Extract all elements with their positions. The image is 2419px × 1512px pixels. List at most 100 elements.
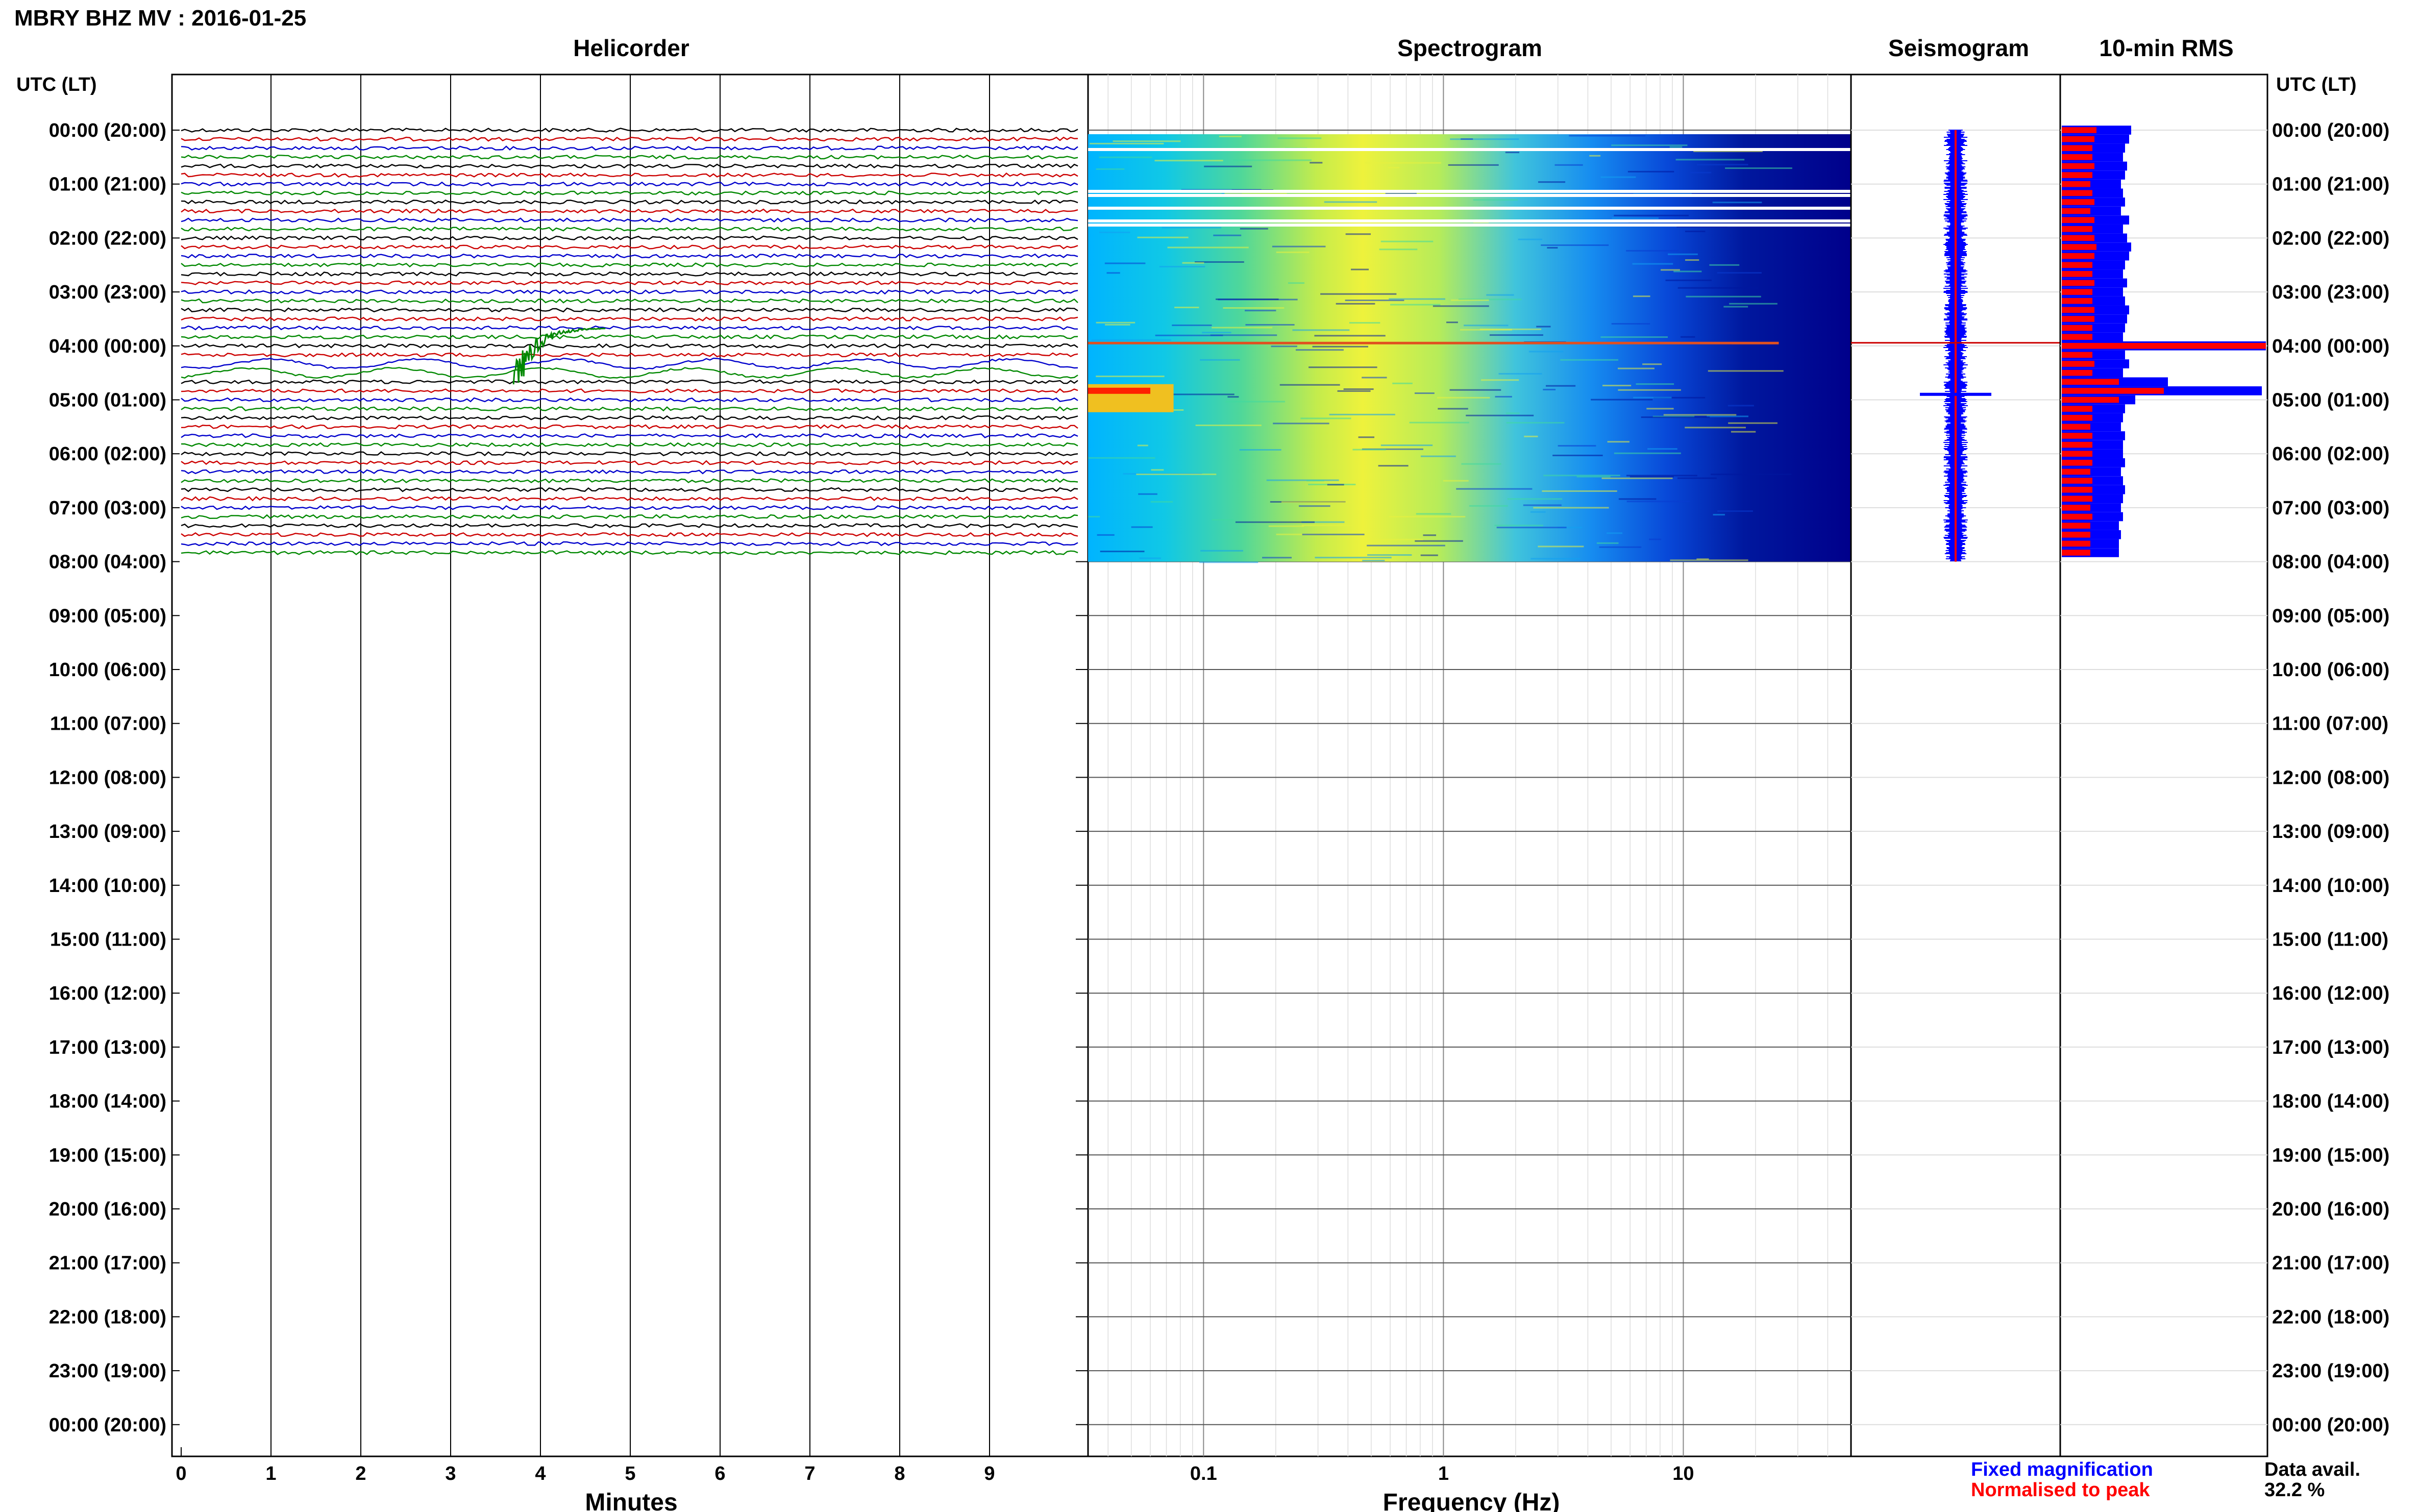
spectrogram-streak <box>1414 392 1435 394</box>
spectrogram-streak <box>1546 385 1576 387</box>
spectrogram-streak <box>1438 408 1468 410</box>
spectrogram-streak <box>1614 214 1689 216</box>
spectrogram-data-gap <box>1088 207 1851 210</box>
spectrogram-streak <box>1312 345 1368 348</box>
spectrogram-streak <box>1362 377 1387 379</box>
spectrogram-streak <box>1136 474 1217 476</box>
spectrogram-streak <box>1618 498 1657 500</box>
rms-normalised-bar <box>2062 388 2164 394</box>
spectrogram-streak <box>1665 279 1712 281</box>
spectrogram-streak <box>1725 167 1792 169</box>
spectrogram-streak <box>1212 327 1273 329</box>
spectrogram-streak <box>1494 525 1544 527</box>
helicorder-trace <box>181 316 1078 321</box>
helicorder-trace <box>181 487 1078 492</box>
spectrogram-streak <box>1541 244 1609 246</box>
helicorder-x-tick-label: 6 <box>714 1463 725 1484</box>
spectrogram-streak <box>1090 142 1164 144</box>
spectrogram-streak <box>1626 475 1697 477</box>
spectrogram-streak <box>1647 448 1677 450</box>
helicorder-trace <box>181 541 1078 547</box>
hour-label-left: 06:00 (02:00) <box>49 443 166 465</box>
hour-label-right: 15:00 (11:00) <box>2272 929 2388 951</box>
spectrogram-data-gap <box>1088 224 1851 227</box>
spectrogram-streak <box>1591 399 1653 401</box>
spectrogram-streak <box>1464 325 1509 327</box>
spectrogram-streak <box>1362 560 1385 562</box>
spectrogram-streak <box>1200 359 1240 361</box>
rms-frame <box>2059 73 2268 1457</box>
rms-normalised-bar <box>2062 136 2094 142</box>
spectrogram-streak <box>1235 521 1315 523</box>
helicorder-trace <box>181 172 1078 178</box>
spectrogram-streak <box>1295 349 1344 351</box>
spectrogram-streak <box>1506 422 1565 424</box>
hour-label-left: 01:00 (21:00) <box>49 174 166 195</box>
helicorder-x-tick-label: 5 <box>625 1463 635 1484</box>
spectrogram-streak <box>1139 557 1161 559</box>
spectrogram-streak <box>1276 251 1310 253</box>
spectrogram-streak <box>1100 551 1145 553</box>
spectrogram-streak <box>1569 135 1646 137</box>
hour-label-left: 09:00 (05:00) <box>49 605 166 627</box>
spectrogram-streak <box>1677 477 1717 479</box>
spectrogram-streak <box>1558 527 1583 529</box>
spectrogram-streak <box>1154 160 1223 162</box>
spectrogram-event-line <box>1088 341 1779 344</box>
spectrogram-streak <box>1266 479 1339 481</box>
helicorder-trace <box>181 442 1078 448</box>
spectrogram-streak <box>1300 417 1351 419</box>
spectrogram-streak <box>1088 516 1100 518</box>
spectrogram-streak <box>1611 144 1688 146</box>
helicorder-title: Helicorder <box>573 35 689 61</box>
spectrogram-data-gap <box>1088 148 1851 151</box>
spectrogram-streak <box>1343 388 1374 390</box>
hour-label-right: 22:00 (18:00) <box>2272 1306 2389 1328</box>
hour-label-right: 04:00 (00:00) <box>2272 336 2389 357</box>
spectrogram-streak <box>1370 538 1423 540</box>
rms-normalised-bar <box>2062 424 2090 430</box>
spectrogram-streak <box>1155 334 1223 336</box>
data-avail-label: Data avail. <box>2264 1459 2360 1480</box>
legend-normalised: Normalised to peak <box>1971 1479 2150 1501</box>
spectrogram-streak <box>1551 498 1563 500</box>
spectrogram-streak <box>1614 452 1681 454</box>
spectrogram-streak <box>1272 245 1326 247</box>
spectrogram-streak <box>1367 554 1412 556</box>
spectrogram-streak <box>1131 526 1153 528</box>
spectrogram-streak <box>1105 324 1130 326</box>
spectrogram-streak <box>1351 268 1369 270</box>
helicorder-trace <box>181 388 1078 393</box>
hour-label-left: 00:00 (20:00) <box>49 1415 166 1436</box>
spectrogram-streak <box>1446 321 1458 324</box>
spectrogram-streak <box>1096 321 1136 324</box>
spectrogram-streak <box>1276 533 1320 535</box>
helicorder-trace <box>181 496 1078 502</box>
spectrogram-streak <box>1505 152 1520 154</box>
spectrogram-streak <box>1200 550 1243 552</box>
helicorder-trace <box>181 136 1078 142</box>
hour-label-left: 05:00 (01:00) <box>49 390 166 411</box>
hour-label-right: 10:00 (06:00) <box>2272 659 2389 681</box>
rms-title: 10-min RMS <box>2099 35 2233 61</box>
spectrogram-streak <box>1676 226 1727 228</box>
spectrogram-title: Spectrogram <box>1397 35 1542 61</box>
spectrogram-streak <box>1415 540 1463 542</box>
spectrogram-streak <box>1224 192 1287 194</box>
spectrogram-streak <box>1199 561 1258 563</box>
rms-normalised-bar <box>2062 181 2090 187</box>
spectrogram-streak <box>1632 263 1673 265</box>
spectrogram-streak <box>1607 441 1630 443</box>
spectrogram-streak <box>1547 247 1558 249</box>
spectrogram-streak <box>1449 389 1501 391</box>
spectrogram-streak <box>1315 557 1392 559</box>
spectrogram-streak <box>1367 544 1445 547</box>
rms-normalised-bar <box>2062 369 2092 376</box>
spectrogram-data-gap <box>1088 219 1851 222</box>
spectrogram-streak <box>1489 334 1543 336</box>
helicorder-trace <box>181 226 1078 232</box>
spectrogram-streak <box>1245 324 1295 326</box>
rms-normalised-bar <box>2062 298 2092 304</box>
rms-normalised-bar <box>2062 172 2092 178</box>
